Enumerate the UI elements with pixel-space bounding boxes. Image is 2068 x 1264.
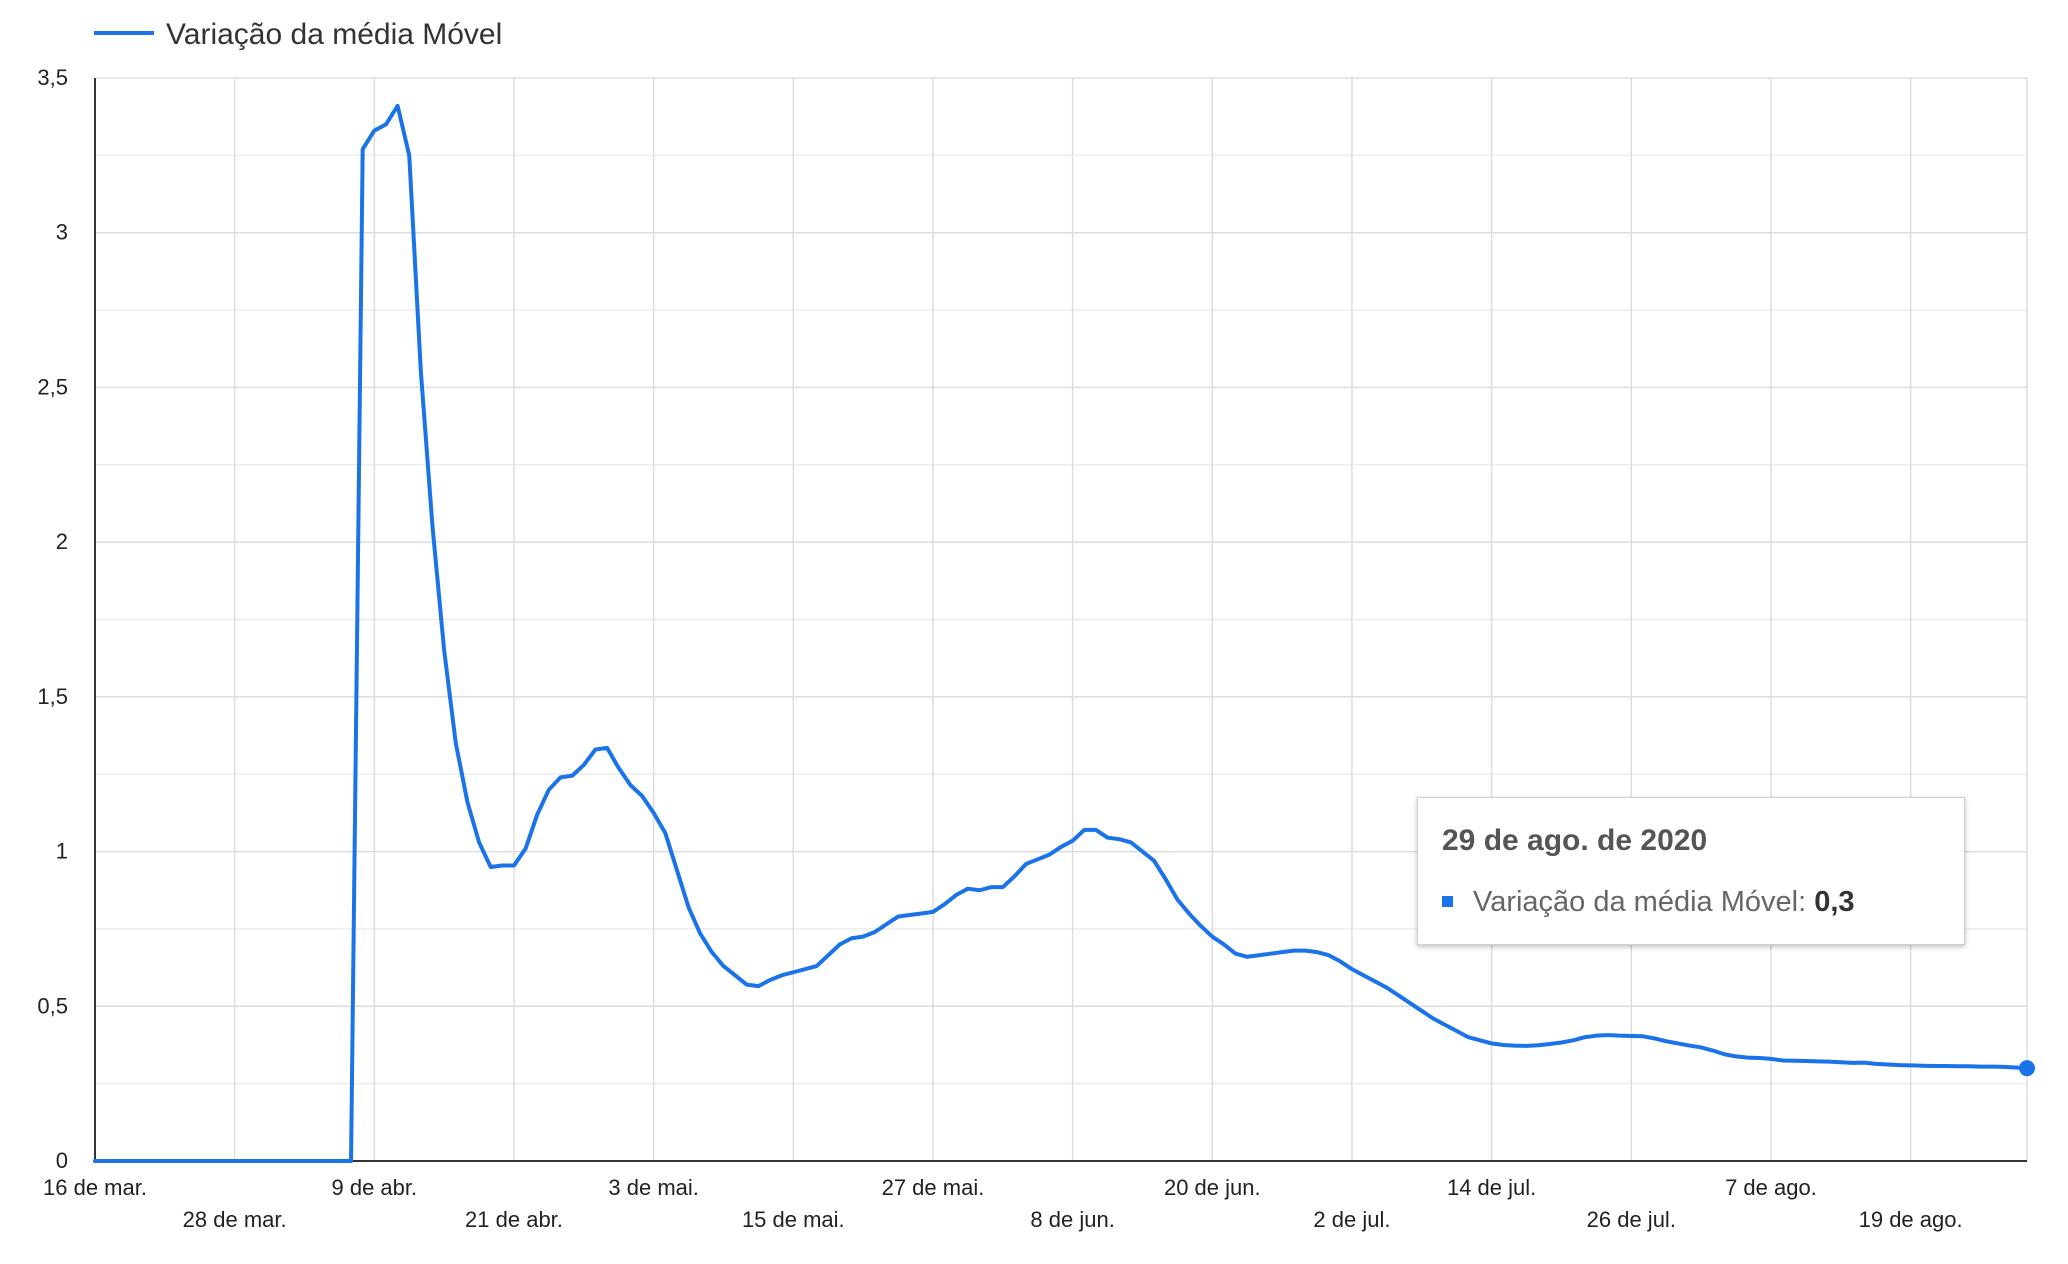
x-tick-label: 26 de jul. xyxy=(1587,1207,1676,1232)
x-tick-label: 8 de jun. xyxy=(1030,1207,1114,1232)
x-tick-label: 2 de jul. xyxy=(1313,1207,1390,1232)
y-axis-ticks: 0 0,5 1 1,5 2 2,5 3 3,5 xyxy=(37,65,68,1173)
y-tick-label: 0,5 xyxy=(37,993,68,1018)
tooltip-row: Variação da média Móvel: 0,3 xyxy=(1442,886,1855,919)
x-tick-label: 7 de ago. xyxy=(1725,1175,1817,1200)
legend-label: Variação da média Móvel xyxy=(166,18,502,51)
axes xyxy=(94,78,2027,1162)
tooltip-series-label: Variação da média Móvel: xyxy=(1473,886,1807,918)
x-axis-ticks: 16 de mar. 28 de mar. 9 de abr. 21 de abr. 3… xyxy=(43,1175,1963,1232)
x-tick-label: 15 de mai. xyxy=(742,1207,845,1232)
tooltip: 29 de ago. de 2020 Variação da média Móv… xyxy=(1417,797,1965,945)
y-tick-label: 2,5 xyxy=(37,374,68,399)
y-tick-label: 3 xyxy=(56,220,68,245)
y-tick-label: 1 xyxy=(56,839,68,864)
y-tick-label: 2 xyxy=(56,529,68,554)
y-tick-label: 3,5 xyxy=(37,65,68,90)
x-tick-label: 28 de mar. xyxy=(183,1207,287,1232)
x-tick-label: 9 de abr. xyxy=(332,1175,418,1200)
tooltip-value: 0,3 xyxy=(1814,886,1855,918)
x-tick-label: 19 de ago. xyxy=(1859,1207,1963,1232)
y-tick-label: 0 xyxy=(56,1148,68,1173)
x-tick-label: 3 de mai. xyxy=(608,1175,699,1200)
x-tick-label: 27 de mai. xyxy=(882,1175,985,1200)
x-tick-label: 21 de abr. xyxy=(465,1207,563,1232)
grid-lines xyxy=(95,77,2028,1161)
tooltip-swatch xyxy=(1442,895,1453,907)
legend: Variação da média Móvel xyxy=(94,18,502,51)
x-tick-label: 14 de jul. xyxy=(1447,1175,1536,1200)
series-line xyxy=(93,103,2029,1163)
y-tick-label: 1,5 xyxy=(37,684,68,709)
x-tick-label: 20 de jun. xyxy=(1164,1175,1261,1200)
tooltip-title: 29 de ago. de 2020 xyxy=(1442,824,1708,857)
series-group xyxy=(93,103,2035,1163)
x-tick-label: 16 de mar. xyxy=(43,1175,147,1200)
highlighted-point[interactable] xyxy=(2019,1060,2035,1077)
